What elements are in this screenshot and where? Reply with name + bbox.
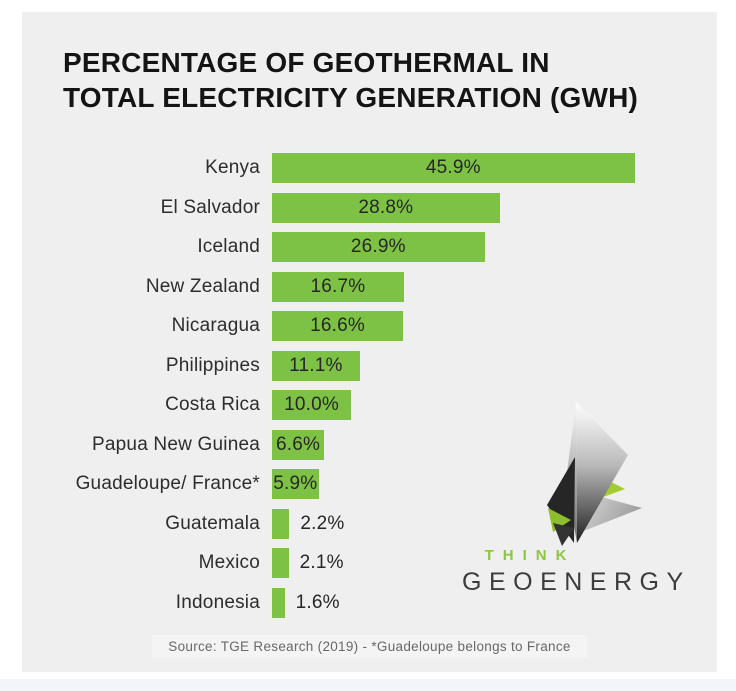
bar: 10.0%	[272, 390, 351, 420]
chart-row: Guadeloupe/ France* 5.9%	[22, 469, 717, 499]
bar	[272, 508, 290, 539]
country-label: Philippines	[165, 354, 260, 376]
logo-crystal-icon	[547, 402, 642, 546]
country-label: Costa Rica	[165, 394, 260, 415]
chart-row: El Salvador 28.8%	[22, 192, 717, 223]
chart-row: Costa Rica 10.0%	[22, 390, 717, 420]
chart-title: PERCENTAGE OF GEOTHERMAL IN TOTAL ELECTR…	[63, 45, 638, 115]
logo-geoenergy-text: GEOENERGY	[462, 568, 691, 596]
bar-track: 6.6%	[272, 429, 717, 460]
bar-track: 16.6%	[272, 311, 717, 341]
source-note-container: Source: TGE Research (2019) - *Guadeloup…	[22, 635, 717, 658]
bar-chart: Kenya 45.9% El Salvador 28.8%	[22, 153, 717, 627]
chart-row: Papua New Guinea 6.6%	[22, 429, 717, 460]
bar	[272, 548, 289, 578]
bar-track: 11.1%	[272, 350, 717, 381]
bar-value-label-outside: 1.6%	[295, 591, 340, 613]
bar: 6.6%	[272, 429, 325, 460]
bar-value-label: 28.8%	[358, 196, 414, 218]
chart-row: Philippines 11.1%	[22, 350, 717, 381]
bar-track: 26.9%	[272, 232, 717, 262]
bar-value-label: 5.9%	[273, 473, 318, 494]
chart-row: Mexico 2.1%	[22, 548, 717, 578]
bar: 11.1%	[272, 350, 360, 381]
chart-row: Nicaragua 16.6%	[22, 311, 717, 341]
bar-value-label: 16.6%	[310, 315, 365, 336]
bar: 16.6%	[272, 311, 404, 341]
bar-value-label-outside: 2.1%	[299, 552, 344, 573]
bar	[272, 587, 285, 618]
country-label: Guadeloupe/ France*	[75, 473, 260, 494]
bar-track: 16.7%	[272, 271, 717, 302]
bar: 45.9%	[272, 153, 635, 183]
chart-row: Guatemala 2.2%	[22, 508, 717, 539]
source-note: Source: TGE Research (2019) - *Guadeloup…	[152, 635, 587, 658]
chart-row: Iceland 26.9%	[22, 232, 717, 262]
chart-row: Indonesia 1.6%	[22, 587, 717, 618]
country-label: Iceland	[197, 236, 260, 257]
bar: 5.9%	[272, 469, 319, 499]
country-label: Guatemala	[165, 512, 260, 534]
country-label: El Salvador	[160, 196, 260, 218]
bar-value-label: 10.0%	[284, 394, 339, 415]
chart-panel: PERCENTAGE OF GEOTHERMAL IN TOTAL ELECTR…	[22, 12, 717, 672]
bar-value-label: 16.7%	[310, 275, 366, 297]
country-label: Papua New Guinea	[92, 433, 260, 455]
chart-row: Kenya 45.9%	[22, 153, 717, 183]
country-label: New Zealand	[145, 275, 260, 297]
bar-track: 45.9%	[272, 153, 717, 183]
logo-think-text: THINK	[484, 547, 576, 564]
logo: THINK GEOENERGY	[462, 395, 691, 610]
country-label: Nicaragua	[171, 315, 260, 336]
country-label: Mexico	[198, 552, 260, 573]
bar-track: 2.2%	[272, 508, 717, 539]
bar-track: 5.9%	[272, 469, 717, 499]
chart-title-line-2: TOTAL ELECTRICITY GENERATION (GWH)	[63, 82, 639, 113]
bar-value-label-outside: 2.2%	[300, 512, 345, 534]
bar-track: 10.0%	[272, 390, 717, 420]
bar-track: 28.8%	[272, 192, 717, 223]
country-label: Indonesia	[175, 591, 260, 613]
bar-track: 2.1%	[272, 548, 717, 578]
country-label: Kenya	[205, 157, 260, 178]
bar-value-label: 11.1%	[289, 354, 343, 376]
bar: 16.7%	[272, 271, 404, 302]
bar-value-label: 45.9%	[425, 157, 481, 178]
bar-track: 1.6%	[272, 587, 717, 618]
bar-value-label: 6.6%	[275, 433, 321, 455]
chart-title-line-1: PERCENTAGE OF GEOTHERMAL IN	[63, 47, 550, 78]
chart-row: New Zealand 16.7%	[22, 271, 717, 302]
bar: 26.9%	[272, 232, 485, 262]
bar: 28.8%	[272, 192, 500, 223]
bar-value-label: 26.9%	[350, 236, 406, 257]
bottom-strip	[0, 679, 736, 691]
